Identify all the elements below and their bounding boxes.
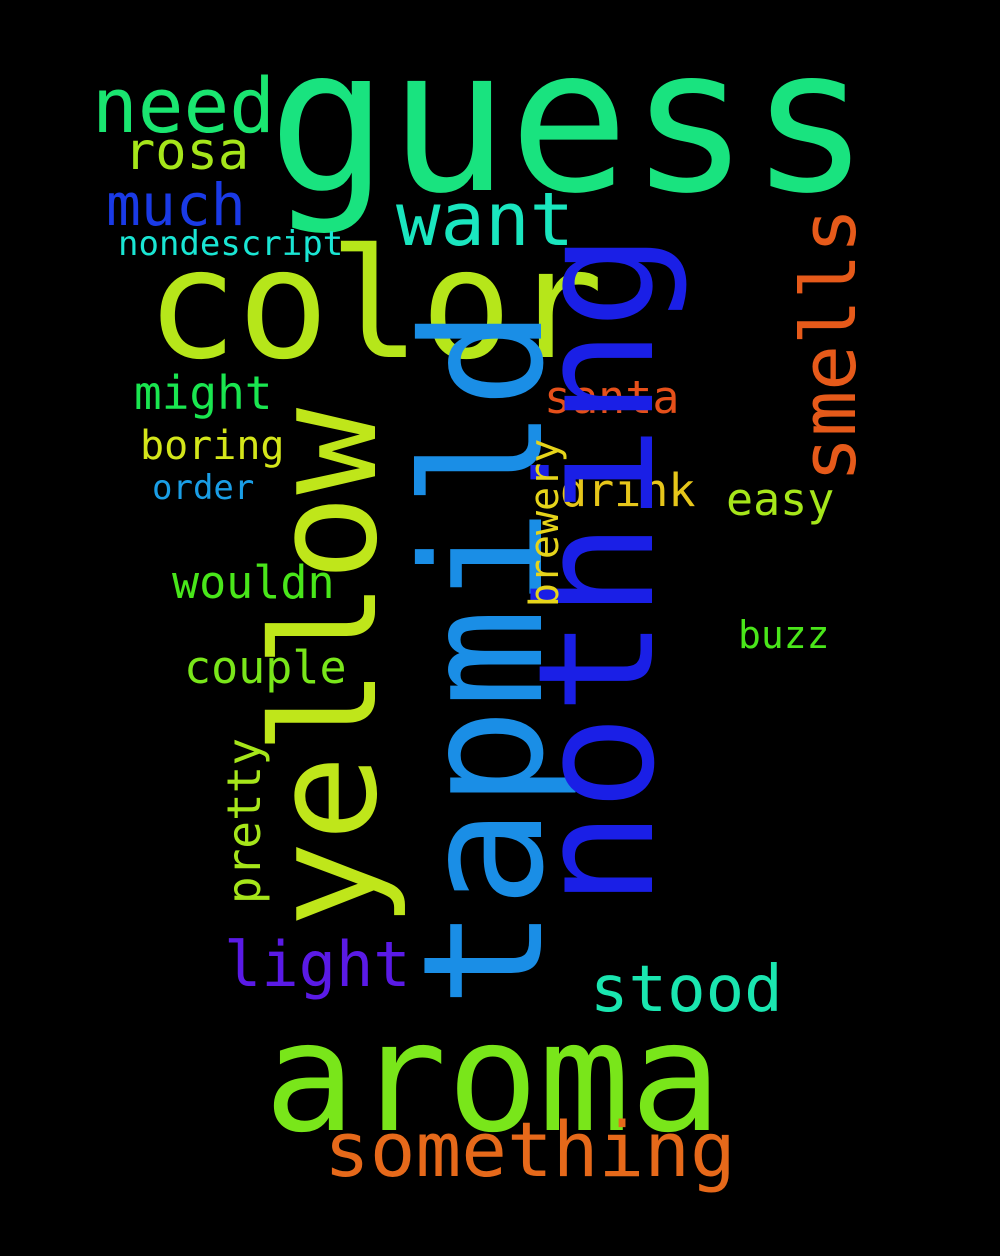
word-light: light xyxy=(224,928,411,1001)
word-boring: boring xyxy=(140,423,285,469)
word-rosa: rosa xyxy=(124,122,250,182)
word-wouldn: wouldn xyxy=(172,556,335,609)
word-want: want xyxy=(396,177,575,263)
word-yellow: yellow xyxy=(241,407,409,929)
word-smells: smells xyxy=(784,207,873,483)
word-drink: drink xyxy=(560,464,696,517)
word-stood: stood xyxy=(590,953,783,1027)
word-color: color xyxy=(146,216,604,393)
word-aroma: aroma xyxy=(264,989,722,1166)
word-need: need xyxy=(92,61,276,150)
word-buzz: buzz xyxy=(738,613,830,657)
word-pretty: pretty xyxy=(217,737,271,905)
word-couple: couple xyxy=(184,641,347,694)
word-order: order xyxy=(152,468,255,508)
word-brewery: brewery xyxy=(522,438,568,608)
word-nondescript: nondescript xyxy=(118,224,344,264)
word-guess: guess xyxy=(268,5,871,238)
word-something: something xyxy=(324,1105,736,1194)
word-easy: easy xyxy=(726,473,835,526)
word-santa: santa xyxy=(544,371,680,424)
word-much: much xyxy=(106,171,246,239)
word-might: might xyxy=(134,366,273,420)
